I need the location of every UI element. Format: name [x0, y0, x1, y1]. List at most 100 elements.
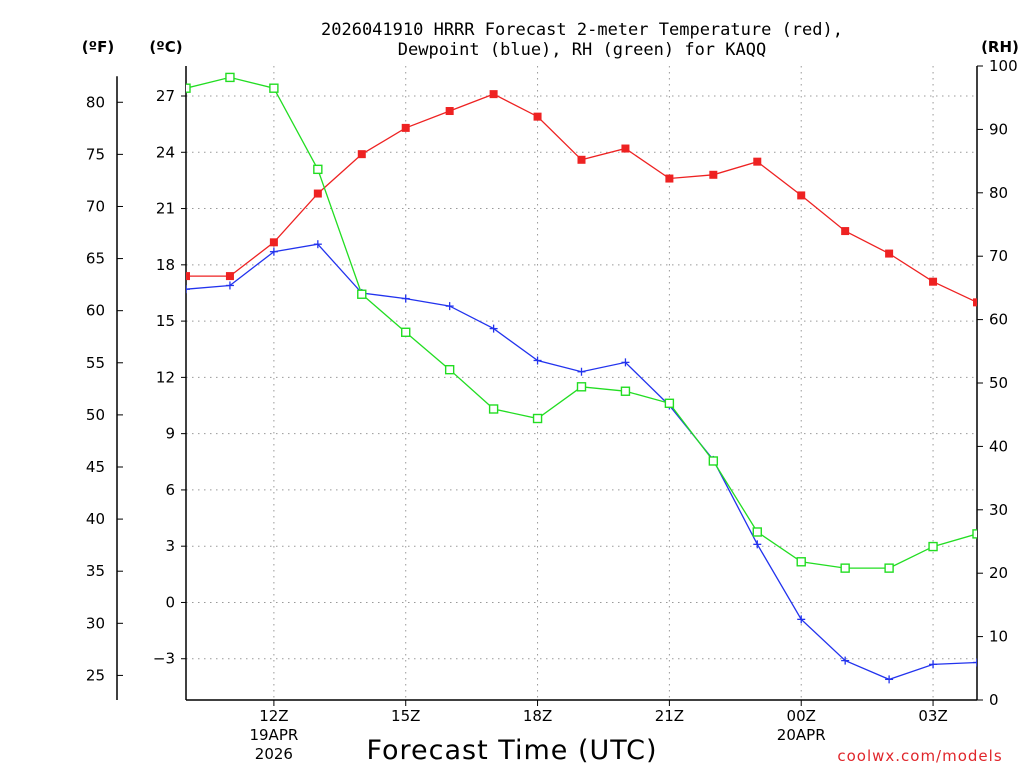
- dewpoint-point: [489, 324, 498, 333]
- celsius-tick-label: 21: [156, 200, 175, 218]
- fahrenheit-tick-label: 75: [86, 145, 105, 163]
- temperature-point: [797, 191, 806, 200]
- temperature-point: [401, 123, 410, 132]
- rh-point: [576, 382, 587, 392]
- rh-point: [840, 563, 850, 573]
- fahrenheit-tick-label: 45: [86, 458, 105, 476]
- temperature-line: [186, 93, 977, 303]
- rh-tick-label: 80: [989, 184, 1008, 202]
- temperature-point: [929, 277, 938, 286]
- celsius-tick-label: 3: [165, 537, 175, 555]
- time-tick-label: 21Z: [655, 707, 684, 725]
- fahrenheit-tick-label: 80: [86, 93, 105, 111]
- dewpoint-point: [929, 660, 938, 669]
- dewpoint-point: [186, 285, 190, 294]
- celsius-unit-label: (ºC): [149, 38, 182, 56]
- fahrenheit-tick-label: 40: [86, 510, 105, 528]
- rh-point: [928, 541, 938, 552]
- fahrenheit-axis: 25 30 35 40 45 50 55 60 65 70 75 80: [86, 76, 123, 700]
- rh-tick-label: 70: [989, 247, 1008, 265]
- dewpoint-point: [313, 240, 322, 249]
- rh-tick-label: 10: [989, 628, 1008, 646]
- temperature-point: [973, 298, 977, 307]
- rh-point: [532, 413, 543, 424]
- time-tick-label: 18Z: [523, 707, 552, 725]
- rh-point: [186, 83, 191, 93]
- gridlines: [186, 66, 977, 700]
- dewpoint-line: [186, 243, 977, 681]
- rh-axis: 0 10 20 30 40 50 60 70 80 90 100: [977, 57, 1018, 709]
- chart-title-line1: 2026041910 HRRR Forecast 2-meter Tempera…: [321, 20, 843, 40]
- rh-point: [401, 327, 411, 337]
- date-label: 20APR: [777, 726, 826, 744]
- dewpoint-point: [797, 615, 806, 624]
- dewpoint-point: [445, 302, 454, 311]
- fahrenheit-tick-label: 55: [86, 354, 105, 372]
- celsius-tick-label: 12: [156, 368, 175, 386]
- fahrenheit-tick-label: 70: [86, 197, 105, 215]
- dewpoint-point: [577, 367, 586, 376]
- fahrenheit-unit-label: (ºF): [82, 38, 114, 56]
- fahrenheit-tick-label: 50: [86, 406, 105, 424]
- temperature-point: [489, 90, 498, 99]
- time-tick-label: 15Z: [391, 707, 420, 725]
- fahrenheit-tick-label: 35: [86, 562, 105, 580]
- rh-point: [620, 386, 631, 396]
- rh-unit-label: (RH): [981, 38, 1019, 56]
- dewpoint-point: [225, 281, 234, 290]
- dewpoint-point: [841, 656, 850, 665]
- time-tick-label: 12Z: [259, 707, 288, 725]
- celsius-tick-label: 18: [156, 256, 175, 274]
- temperature-point: [841, 227, 850, 236]
- celsius-tick-label: 24: [156, 143, 175, 161]
- series-rh: [186, 72, 977, 573]
- rh-point: [972, 529, 977, 539]
- rh-tick-label: 20: [989, 564, 1008, 582]
- rh-point: [708, 456, 719, 466]
- rh-tick-label: 50: [989, 374, 1008, 392]
- temperature-point: [313, 189, 322, 198]
- temperature-point: [753, 157, 762, 166]
- x-axis-label: Forecast Time (UTC): [366, 735, 657, 766]
- rh-tick-label: 90: [989, 120, 1008, 138]
- temperature-point: [533, 112, 542, 121]
- temperature-point: [225, 272, 234, 281]
- celsius-tick-label: 27: [156, 87, 175, 105]
- temperature-point: [885, 249, 894, 258]
- rh-point: [884, 563, 894, 573]
- rh-point: [488, 404, 499, 414]
- celsius-tick-label: 0: [165, 593, 175, 611]
- dewpoint-point: [401, 294, 410, 303]
- fahrenheit-tick-label: 25: [86, 666, 105, 684]
- temperature-point: [621, 144, 630, 153]
- dewpoint-point: [973, 658, 977, 667]
- date-label: 19APR: [249, 726, 298, 744]
- series-dewpoint: [186, 240, 977, 684]
- series-temperature: [186, 90, 977, 307]
- fahrenheit-tick-label: 65: [86, 250, 105, 268]
- rh-tick-label: 100: [989, 57, 1018, 75]
- temperature-point: [445, 107, 454, 116]
- dewpoint-point: [621, 358, 630, 367]
- rh-tick-label: 40: [989, 437, 1008, 455]
- rh-point: [357, 289, 367, 299]
- year-label: 2026: [255, 745, 293, 763]
- celsius-tick-label: 9: [165, 425, 175, 443]
- temperature-point: [577, 155, 586, 164]
- rh-tick-label: 30: [989, 501, 1008, 519]
- data-series: [186, 72, 977, 684]
- rh-point: [664, 398, 675, 408]
- fahrenheit-tick-label: 30: [86, 614, 105, 632]
- rh-point: [796, 557, 806, 567]
- temperature-point: [665, 174, 674, 183]
- rh-tick-label: 60: [989, 311, 1008, 329]
- temperature-point: [269, 238, 278, 247]
- credit-link[interactable]: coolwx.com/models: [837, 747, 1002, 765]
- rh-point: [225, 72, 235, 83]
- rh-line: [186, 76, 977, 569]
- dewpoint-point: [885, 675, 894, 684]
- temperature-point: [186, 272, 190, 281]
- rh-point: [752, 527, 762, 537]
